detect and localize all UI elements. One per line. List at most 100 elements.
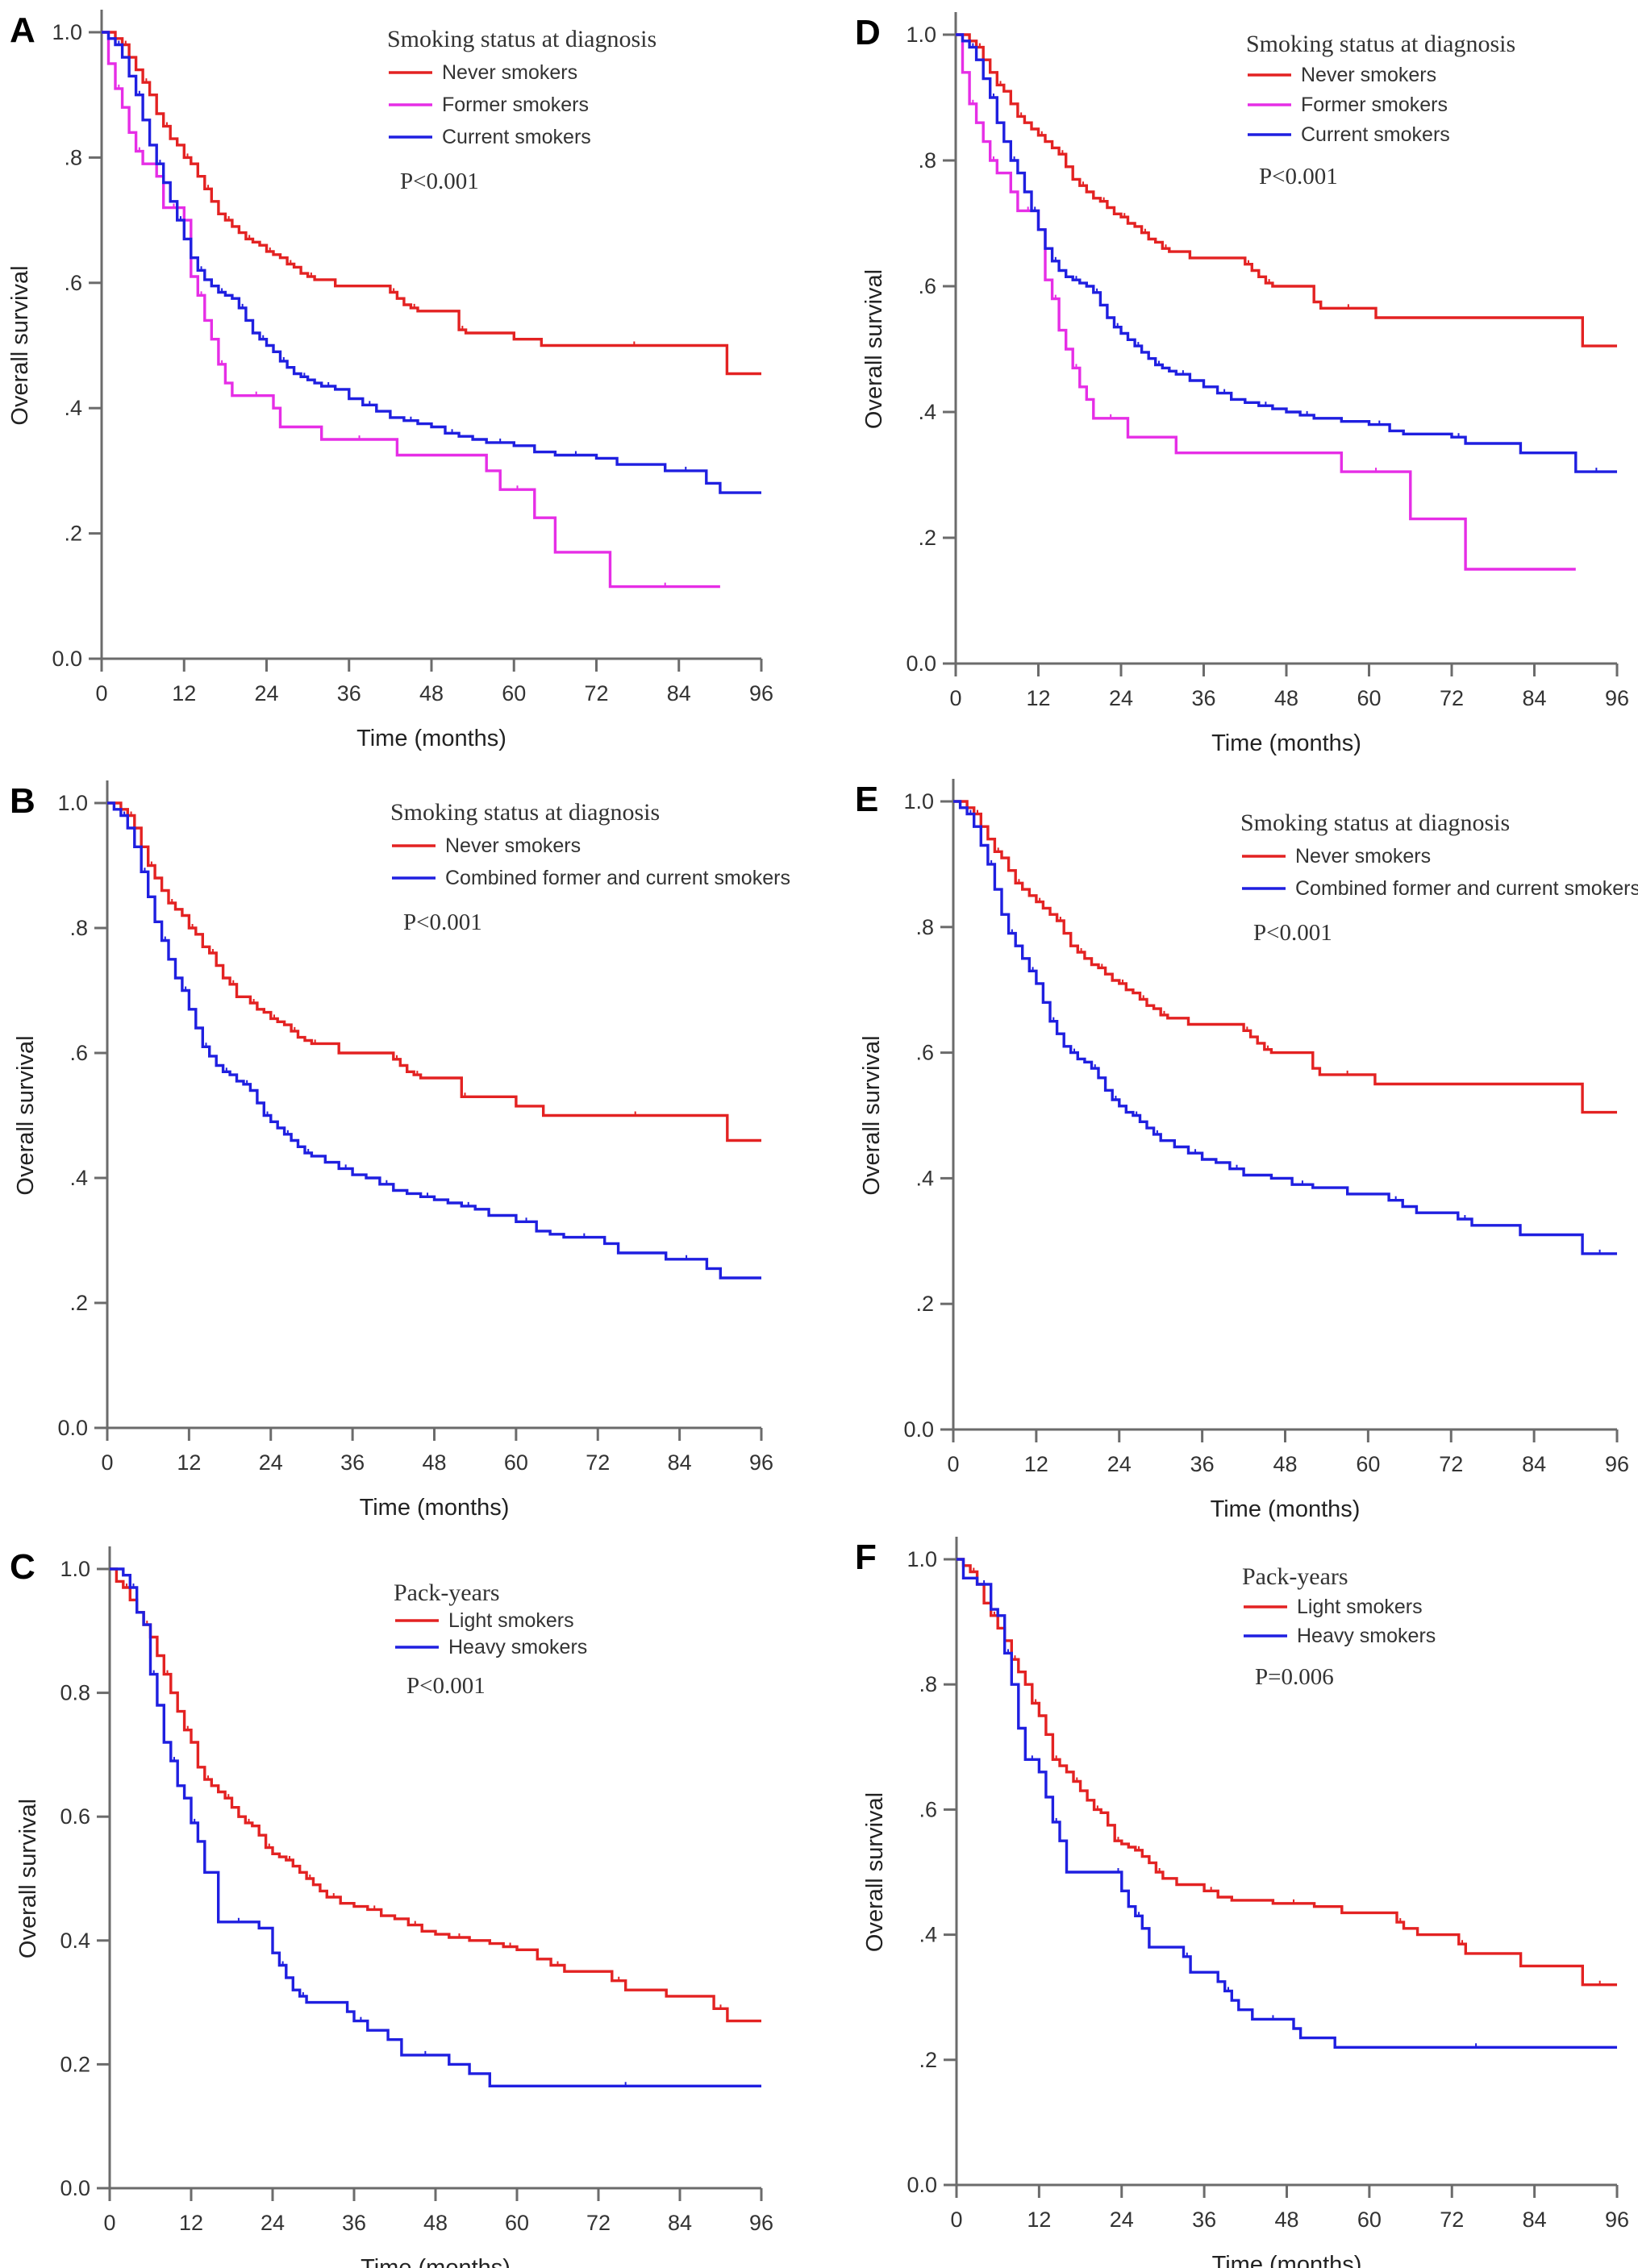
y-axis-title: Overall survival (859, 1035, 885, 1195)
x-tick-label: 24 (260, 2211, 285, 2235)
y-axis-title: Overall survival (13, 1035, 39, 1195)
legend-item-label: Never smokers (1295, 845, 1431, 868)
panel-letter: F (855, 1538, 877, 1577)
x-tick-label: 96 (749, 1450, 773, 1475)
x-tick-label: 96 (749, 2211, 773, 2235)
x-axis-title: Time (months) (1211, 730, 1361, 756)
curve-never-smokers (102, 31, 761, 376)
y-tick-label: .4 (64, 396, 82, 420)
panel-f: F 0 12 24 36 48 60 72 84 96 0.0 .2 .4 .6 .8 1.0 Time (mo… (855, 1537, 1629, 2268)
x-axis-title: Time (months) (1212, 2252, 1362, 2268)
panel-letter: D (855, 13, 881, 52)
x-tick-label: 96 (1605, 686, 1629, 710)
x-tick-label: 0 (103, 2211, 115, 2235)
y-tick-label: .2 (69, 1291, 88, 1315)
legend-item-label: Former smokers (1301, 94, 1448, 116)
x-tick-label: 24 (259, 1450, 283, 1475)
legend-item-label: Current smokers (442, 126, 591, 148)
x-tick-label: 60 (505, 2211, 529, 2235)
legend-item-label: Former smokers (442, 94, 589, 116)
x-tick-label: 48 (422, 1450, 446, 1475)
x-tick-label: 84 (1523, 2208, 1547, 2232)
legend-item-label: Never smokers (1301, 64, 1436, 86)
y-tick-label: 1.0 (60, 1557, 90, 1581)
p-value: P<0.001 (1253, 920, 1332, 946)
x-tick-label: 48 (1273, 1452, 1297, 1476)
y-tick-label: .6 (919, 1797, 937, 1821)
y-tick-label: .8 (915, 915, 934, 939)
panel-e: E 0 12 24 36 48 60 72 84 96 0.0 .2 .4 .6 .8 1.0 Time (mo… (855, 779, 1638, 1522)
p-value: P<0.001 (403, 909, 482, 935)
x-tick-label: 48 (1274, 2208, 1298, 2232)
y-tick-label: .6 (69, 1041, 88, 1065)
p-value: P<0.001 (400, 169, 479, 194)
y-tick-label: .2 (919, 2048, 937, 2072)
legend-item-label: Combined former and current smokers (445, 867, 790, 889)
x-tick-label: 72 (584, 681, 608, 705)
curve-heavy-smokers (957, 1558, 1617, 2049)
x-axis-title: Time (months) (360, 1495, 510, 1521)
x-tick-label: 48 (419, 681, 444, 705)
legend-title: Smoking status at diagnosis (1240, 809, 1510, 836)
x-tick-label: 12 (172, 681, 196, 705)
x-tick-label: 24 (254, 681, 278, 705)
legend-item-label: Light smokers (1297, 1596, 1423, 1618)
x-tick-label: 84 (1522, 686, 1546, 710)
x-tick-label: 12 (179, 2211, 203, 2235)
y-tick-label: 0.2 (60, 2052, 90, 2076)
legend-item-label: Combined former and current smokers (1295, 877, 1638, 900)
x-tick-label: 48 (423, 2211, 448, 2235)
y-tick-label: .4 (915, 1166, 934, 1190)
legend-item-label: Heavy smokers (448, 1636, 587, 1658)
x-tick-label: 36 (340, 1450, 365, 1475)
x-tick-label: 60 (1356, 1452, 1380, 1476)
y-tick-label: 1.0 (52, 20, 82, 44)
y-axis-title: Overall survival (862, 1792, 888, 1952)
x-tick-label: 84 (668, 1450, 692, 1475)
legend-title: Smoking status at diagnosis (390, 799, 660, 826)
x-tick-label: 24 (1107, 1452, 1132, 1476)
legend-item-label: Never smokers (442, 61, 577, 84)
curve-light-smokers (957, 1558, 1617, 1987)
y-axis-title: Overall survival (861, 269, 887, 429)
legend: Pack-years Light smokers Heavy smokers P<0.… (394, 1579, 587, 1699)
y-tick-label: .6 (64, 271, 82, 295)
legend-title: Smoking status at diagnosis (1246, 31, 1515, 57)
legend-title: Pack-years (1242, 1563, 1348, 1590)
x-tick-label: 0 (95, 681, 107, 705)
y-tick-label: 1.0 (903, 789, 934, 814)
x-tick-label: 60 (502, 681, 526, 705)
panel-c: C 0 12 24 36 48 60 72 84 96 0.0 0.2 0.4 0.6 0.8 1.0 Time… (10, 1546, 773, 2268)
x-tick-label: 0 (950, 2208, 962, 2232)
x-tick-label: 72 (1440, 686, 1464, 710)
legend-item-label: Current smokers (1301, 123, 1450, 146)
x-tick-label: 72 (586, 2211, 611, 2235)
panel-letter: E (855, 780, 878, 819)
curve-current-smokers (102, 31, 761, 494)
x-tick-label: 96 (749, 681, 773, 705)
y-tick-label: 1.0 (907, 1547, 937, 1571)
x-tick-label: 84 (667, 681, 691, 705)
panel-letter: A (10, 10, 35, 50)
x-tick-label: 84 (1522, 1452, 1546, 1476)
x-tick-label: 24 (1109, 686, 1133, 710)
x-tick-label: 84 (668, 2211, 692, 2235)
y-axis-title: Overall survival (15, 1799, 41, 1958)
x-tick-label: 36 (1192, 2208, 1216, 2232)
legend: Smoking status at diagnosis Never smokers… (390, 799, 790, 935)
y-tick-label: .6 (918, 274, 936, 298)
y-tick-label: .8 (918, 148, 936, 173)
x-tick-label: 72 (1440, 2208, 1464, 2232)
x-tick-label: 72 (586, 1450, 610, 1475)
x-tick-label: 36 (1191, 686, 1215, 710)
y-tick-label: .2 (915, 1292, 934, 1316)
y-tick-label: 0.0 (903, 1417, 934, 1442)
x-tick-label: 0 (947, 1452, 959, 1476)
p-value: P=0.006 (1255, 1664, 1334, 1690)
x-tick-label: 96 (1605, 1452, 1629, 1476)
y-tick-label: .4 (69, 1166, 88, 1190)
y-tick-label: .8 (919, 1672, 937, 1696)
x-tick-label: 48 (1274, 686, 1298, 710)
x-tick-label: 12 (1027, 2208, 1051, 2232)
